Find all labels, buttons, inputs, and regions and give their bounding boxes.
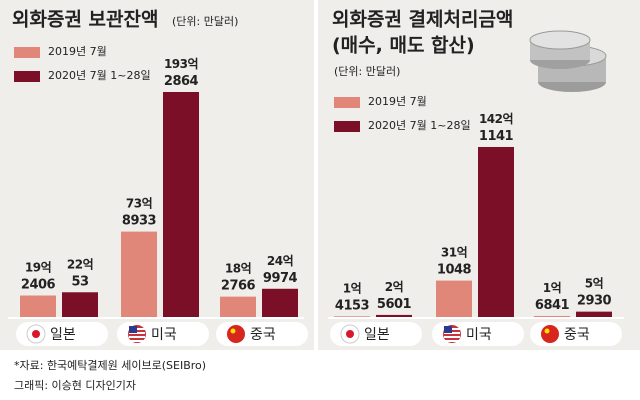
value-label: 1억 4153 [335, 281, 370, 313]
bar [220, 296, 256, 318]
flag [541, 325, 559, 343]
footer-bg [0, 350, 640, 400]
value-label: 18억 2766 [221, 261, 256, 293]
credit: 그래픽: 이승현 디자인기자 [14, 379, 136, 392]
bar [163, 92, 199, 318]
bar [20, 295, 56, 318]
flag-stripe [444, 340, 460, 342]
value-label: 24억 9974 [263, 253, 298, 285]
legend-label: 2020년 7월 1~28일 [368, 118, 471, 132]
legend-swatch [14, 71, 40, 82]
bar [262, 288, 298, 318]
chart-title: 외화증권 결제처리금액 [332, 9, 513, 31]
category-label: 중국 [564, 327, 590, 343]
value-label: 142억 1141 [479, 112, 514, 144]
value-label: 193억 2864 [164, 57, 199, 89]
value-label: 73억 8933 [122, 196, 157, 228]
legend-label: 2020년 7월 1~28일 [48, 68, 151, 82]
value-label: 2억 5601 [377, 279, 412, 311]
coins [529, 30, 607, 92]
category-label: 미국 [466, 327, 492, 343]
bar [376, 314, 412, 318]
flag-star [230, 328, 236, 334]
source: *자료: 한국예탁결제원 세이브로(SEIBro) [14, 359, 206, 372]
flag-canton [444, 326, 452, 333]
bar [121, 231, 157, 318]
flag-dot [32, 330, 40, 338]
value-label: 31억 1048 [437, 245, 472, 277]
flag-stripe [129, 336, 145, 338]
flag-stripe [129, 340, 145, 342]
category-label: 일본 [50, 327, 76, 343]
unit-note: (단위: 만달러) [172, 15, 238, 28]
bar [534, 315, 570, 318]
legend-label: 2019년 7월 [48, 45, 107, 58]
category-label: 중국 [250, 327, 276, 343]
value-label: 5억 2930 [577, 276, 612, 308]
legend-label: 2019년 7월 [368, 95, 427, 108]
category-label: 일본 [364, 327, 390, 343]
bar [576, 311, 612, 318]
flag [227, 325, 245, 343]
legend-swatch [14, 47, 40, 58]
legend-swatch [334, 97, 360, 108]
value-label: 1억 6841 [535, 280, 570, 312]
unit-note: (단위: 만달러) [334, 65, 400, 78]
value-label: 19억 2406 [21, 260, 56, 292]
value-label: 22억 53 [67, 257, 93, 289]
legend-swatch [334, 121, 360, 132]
bar [62, 292, 98, 318]
bar [478, 147, 514, 318]
flag-dot [346, 330, 354, 338]
bar [436, 280, 472, 318]
flag-canton [129, 326, 137, 333]
chart-subtitle: (매수, 매도 합산) [332, 35, 475, 57]
flag-stripe [444, 336, 460, 338]
flag-star [544, 328, 550, 334]
category-label: 미국 [151, 327, 177, 343]
chart-title: 외화증권 보관잔액 [12, 9, 158, 31]
